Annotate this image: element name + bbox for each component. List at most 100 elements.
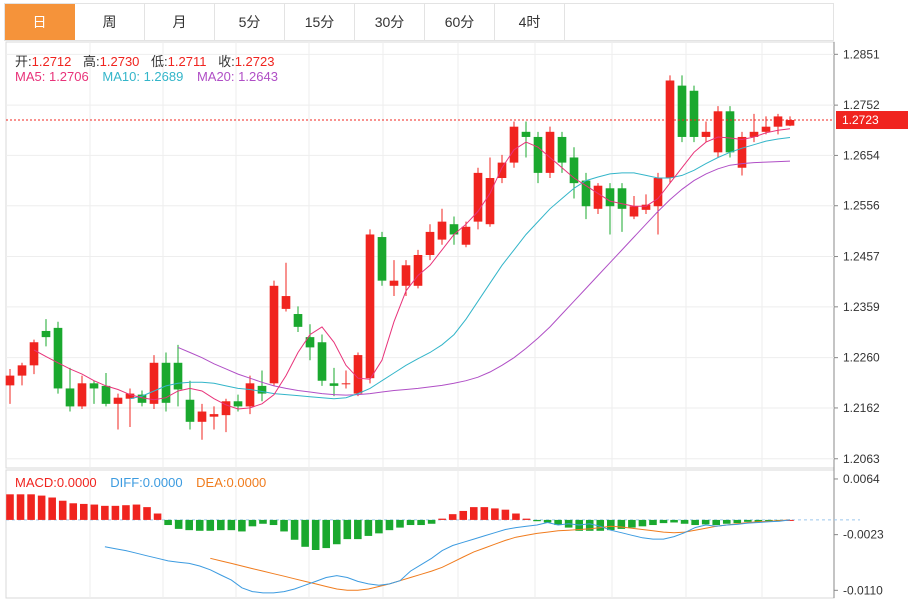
macd-bar [585,519,594,531]
macd-bar [375,519,383,534]
tab-4hour[interactable]: 4时 [495,4,565,40]
candle-body [245,383,255,407]
macd-bar [638,519,647,527]
macd-bar [322,519,331,549]
candle-body [389,280,399,286]
dea-line [210,519,791,591]
candle-body [329,383,339,386]
candle-body [749,131,759,137]
price-tick-label: 1.2359 [843,300,880,314]
macd-bar [554,519,562,526]
candle-body [317,342,327,381]
ma-info: MA5: 1.2706 MA10: 1.2689 MA20: 1.2643 [15,69,278,84]
high-label: 高: [83,54,100,69]
candle-body [89,383,99,389]
candle-body [485,178,495,225]
ma10-value: 1.2689 [143,69,184,84]
candle-body [5,375,15,386]
macd-bar [491,508,499,520]
candle-body [413,255,423,286]
candle-body [641,204,651,210]
candle-body [365,234,375,379]
macd-bar [195,519,204,531]
price-tick-label: 1.2654 [843,148,880,162]
tab-week[interactable]: 周 [75,4,145,40]
candle-body [761,126,771,132]
macd-bar [417,519,425,526]
candle-body [653,178,663,207]
candle-body [53,327,63,389]
macd-bar [343,519,352,540]
macd-bar [438,518,446,520]
current-price-tag [836,111,908,130]
candle-body [677,85,687,137]
candle-body [509,126,519,163]
candle-body [593,185,603,209]
candle-body [221,401,231,416]
dea-value: 0.0000 [226,475,267,490]
macd-bar [238,519,246,532]
ma20-line [177,160,791,396]
candle-body [269,285,279,384]
macd-bar [364,519,373,536]
candle-body [101,385,111,404]
candle-body [713,111,723,153]
candle-body [305,337,315,348]
price-tick-label: 1.2260 [843,351,880,365]
candle-body [197,411,207,422]
candle-body [281,296,291,309]
price-tick-label: 1.2556 [843,199,880,213]
candle-body [437,221,447,240]
candle-body [185,399,195,422]
macd-bar [69,503,78,520]
candle-body [41,330,51,338]
tab-day[interactable]: 日 [5,4,75,40]
macd-bar [27,494,35,520]
macd-bar [259,519,267,524]
macd-bar [733,519,742,524]
candle-body [461,226,471,245]
macd-bar [269,519,278,526]
macd-bar [765,519,773,522]
macd-bar [396,519,404,528]
candle-body [209,414,219,417]
ma10-label: MA10: [102,69,140,84]
candle-body [125,393,135,399]
macd-bar [311,519,320,550]
macd-bar [670,519,678,523]
macd-bar [722,519,731,524]
macd-bar [111,505,120,520]
macd-bar [754,519,763,522]
macd-bar [712,519,721,526]
macd-bar [132,504,141,520]
tab-15min[interactable]: 15分 [285,4,355,40]
ma20-value: 1.2643 [238,69,278,84]
candle-body [665,80,675,179]
macd-bar [6,494,14,520]
candle-body [497,162,507,179]
macd-bar [16,494,25,520]
candle-body [785,120,795,126]
macd-bar [659,519,668,524]
ma5-label: MA5: [15,69,46,84]
tab-5min[interactable]: 5分 [215,4,285,40]
candle-body [257,385,267,394]
macd-bar [701,519,710,525]
tab-30min[interactable]: 30分 [355,4,425,40]
tab-60min[interactable]: 60分 [425,4,495,40]
candle-body [29,342,39,366]
candle-body [65,388,75,407]
macd-bar [512,513,520,520]
tab-month[interactable]: 月 [145,4,215,40]
candle-body [533,136,543,173]
candle-body [293,314,303,327]
candle-body [773,116,783,127]
macd-bar [543,519,552,523]
macd-bar [227,519,236,531]
macd-bar [501,509,510,520]
ma5-value: 1.2706 [48,69,89,84]
candle-body [569,157,579,184]
candle-body [521,131,531,137]
candle-body [737,136,747,168]
